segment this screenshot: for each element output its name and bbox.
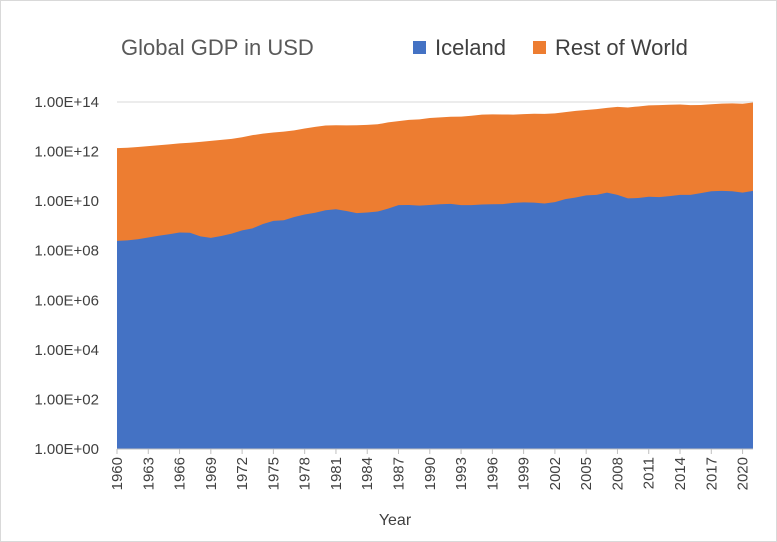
y-tick-label: 1.00E+10 (34, 193, 99, 210)
y-tick-label: 1.00E+02 (34, 391, 99, 408)
x-tick-label: 2005 (578, 457, 595, 490)
x-tick-label: 1987 (391, 457, 408, 490)
x-tick-label: 1978 (297, 457, 314, 490)
y-tick-label: 1.00E+12 (34, 144, 99, 161)
legend-label-rest-of-world: Rest of World (555, 35, 688, 60)
y-tick-label: 1.00E+14 (34, 94, 99, 111)
legend-swatch-rest-of-world (533, 41, 546, 54)
x-tick-label: 1975 (265, 457, 282, 490)
y-tick-label: 1.00E+08 (34, 243, 99, 260)
x-tick-label: 1999 (516, 457, 533, 490)
legend-swatch-iceland (413, 41, 426, 54)
chart-title: Global GDP in USD (121, 35, 314, 60)
x-tick-label: 1960 (109, 457, 126, 490)
y-tick-label: 1.00E+04 (34, 342, 99, 359)
x-tick-label: 1963 (140, 457, 157, 490)
legend-label-iceland: Iceland (435, 35, 506, 60)
x-tick-label: 1984 (359, 457, 376, 490)
x-tick-label: 2002 (547, 457, 564, 490)
x-tick-label: 1981 (328, 457, 345, 490)
x-tick-label: 2008 (609, 457, 626, 490)
x-tick-label: 1996 (484, 457, 501, 490)
x-tick-label: 1972 (234, 457, 251, 490)
x-tick-label: 2011 (641, 457, 658, 489)
x-tick-label: 2014 (672, 457, 689, 490)
x-tick-label: 1969 (203, 457, 220, 490)
x-tick-label: 2020 (735, 457, 752, 490)
series-area-iceland (117, 190, 753, 450)
y-tick-label: 1.00E+00 (34, 441, 99, 458)
x-tick-label: 1966 (172, 457, 189, 490)
x-axis-title: Year (379, 512, 412, 529)
x-tick-label: 1990 (422, 457, 439, 490)
y-tick-label: 1.00E+06 (34, 292, 99, 309)
x-tick-label: 1993 (453, 457, 470, 490)
x-tick-label: 2017 (703, 457, 720, 490)
